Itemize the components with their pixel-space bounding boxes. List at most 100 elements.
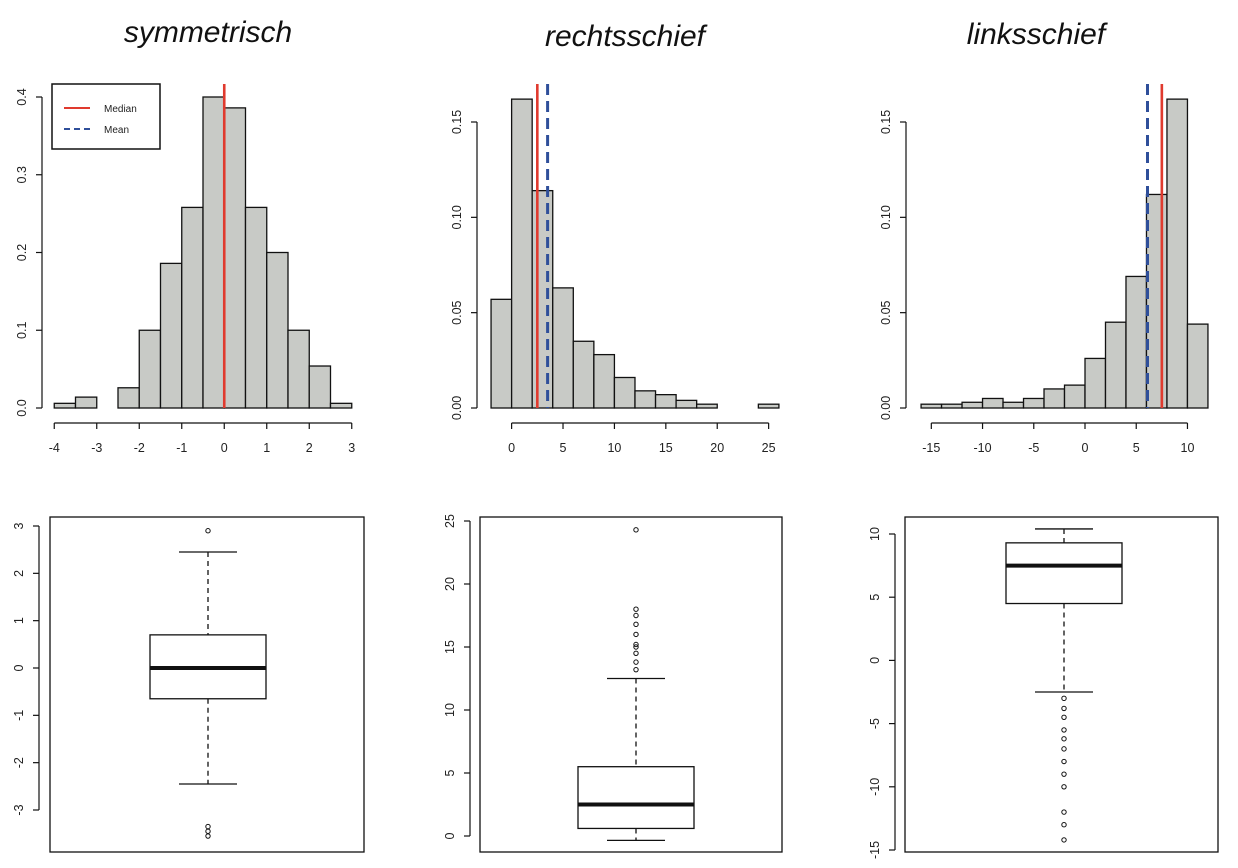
y-tick-label: 25 xyxy=(443,514,457,528)
x-tick-label: 10 xyxy=(1181,441,1195,455)
hist-bar xyxy=(981,397,1004,409)
title-rechtsschief: rechtsschief xyxy=(545,20,708,53)
hist-bar xyxy=(654,394,677,409)
y-tick-label: 0 xyxy=(868,657,882,664)
outlier-point xyxy=(1061,809,1067,815)
y-tick-label: -3 xyxy=(12,804,26,815)
outlier-point xyxy=(1061,771,1067,777)
y-tick-label: 0.00 xyxy=(879,396,893,420)
hist-bar xyxy=(1002,401,1025,409)
hist-bar xyxy=(1104,321,1127,409)
outlier-point xyxy=(205,528,211,534)
plot-frame xyxy=(904,516,1219,853)
x-tick-label: -2 xyxy=(134,441,145,455)
outlier-point xyxy=(633,631,639,638)
outlier-point xyxy=(205,823,211,830)
hist-bar xyxy=(53,402,77,409)
y-tick-label: 15 xyxy=(443,640,457,654)
legend-box xyxy=(51,83,161,150)
y-tick-label: -1 xyxy=(12,710,26,721)
title-linksschief: linksschief xyxy=(967,18,1108,51)
hist-bar xyxy=(696,403,718,409)
x-tick-label: 25 xyxy=(762,441,776,455)
y-tick-label: 2 xyxy=(12,570,26,577)
hist-bar xyxy=(74,396,98,409)
x-tick-label: 15 xyxy=(659,441,673,455)
x-tick-label: -1 xyxy=(176,441,187,455)
hist-bar xyxy=(920,403,943,409)
hist-bar xyxy=(1125,275,1148,409)
hist-bar xyxy=(181,206,204,409)
x-tick-label: 0 xyxy=(1082,441,1089,455)
hist-bar xyxy=(613,376,636,409)
hist-bar xyxy=(531,189,554,409)
y-tick-label: -5 xyxy=(868,718,882,729)
outlier-point xyxy=(205,828,211,834)
y-tick-label: 10 xyxy=(868,527,882,541)
x-tick-label: 10 xyxy=(607,441,621,455)
y-tick-label: 0.15 xyxy=(450,110,464,134)
hist-bar xyxy=(1022,397,1045,409)
x-tick-label: -15 xyxy=(922,441,940,455)
x-tick-label: 5 xyxy=(1133,441,1140,455)
hist-bar xyxy=(1063,384,1086,409)
outlier-point xyxy=(1061,695,1067,702)
outlier-point xyxy=(633,666,639,673)
y-tick-label: 0.10 xyxy=(879,205,893,229)
outlier-point xyxy=(1061,822,1067,828)
iqr-box xyxy=(1005,542,1123,605)
hist-bar xyxy=(244,206,268,409)
outlier-point xyxy=(1061,714,1067,720)
x-tick-label: 1 xyxy=(263,441,270,455)
x-tick-label: 5 xyxy=(560,441,567,455)
outlier-point xyxy=(633,659,639,665)
y-tick-label: 0.10 xyxy=(450,205,464,229)
hist-bar xyxy=(329,402,353,409)
boxplot-1: -3 -2 -1 0 1 2 3 xyxy=(12,516,365,853)
legend-mean-label: Mean xyxy=(104,125,129,136)
y-tick-label: 0 xyxy=(12,664,26,671)
y-tick-label: 5 xyxy=(868,594,882,601)
x-tick-label: -5 xyxy=(1028,441,1039,455)
hist-bar xyxy=(572,340,595,409)
x-tick-label: -10 xyxy=(974,441,992,455)
outlier-point xyxy=(633,606,639,612)
hist-bar xyxy=(287,329,310,409)
hist-bar xyxy=(1186,323,1209,409)
outlier-point xyxy=(633,527,639,533)
plot-frame xyxy=(479,516,783,853)
y-tick-label: 0.05 xyxy=(879,300,893,324)
hist-bar xyxy=(510,98,533,409)
y-tick-label: -2 xyxy=(12,757,26,768)
y-tick-label: -15 xyxy=(868,841,882,859)
hist-bar xyxy=(202,96,225,409)
x-tick-label: 2 xyxy=(306,441,313,455)
outlier-point xyxy=(633,650,639,656)
iqr-box xyxy=(577,766,695,830)
y-tick-label: 0.2 xyxy=(15,244,29,261)
x-tick-label: 0 xyxy=(221,441,228,455)
y-tick-label: 0.00 xyxy=(450,396,464,420)
hist-bar xyxy=(138,329,162,409)
x-tick-label: 20 xyxy=(710,441,724,455)
boxplot-2: 0 5 10 15 20 25 xyxy=(443,514,783,853)
hist-bar xyxy=(593,353,616,409)
y-tick-label: 0.1 xyxy=(15,322,29,339)
y-tick-label: 20 xyxy=(443,577,457,591)
hist-bar xyxy=(961,401,984,409)
hist-bar xyxy=(223,107,247,409)
outlier-point xyxy=(633,612,639,619)
hist-bar xyxy=(308,365,332,409)
hist-bar xyxy=(1145,193,1168,409)
y-tick-label: 5 xyxy=(443,769,457,776)
hist-bar xyxy=(634,390,657,409)
hist-bar xyxy=(757,403,780,409)
y-tick-label: -10 xyxy=(868,778,882,796)
hist-bar xyxy=(1084,357,1107,409)
hist-bar xyxy=(1166,98,1189,409)
outlier-point xyxy=(1061,727,1067,733)
y-tick-label: 0.4 xyxy=(15,88,29,105)
title-symmetrisch: symmetrisch xyxy=(124,16,292,49)
